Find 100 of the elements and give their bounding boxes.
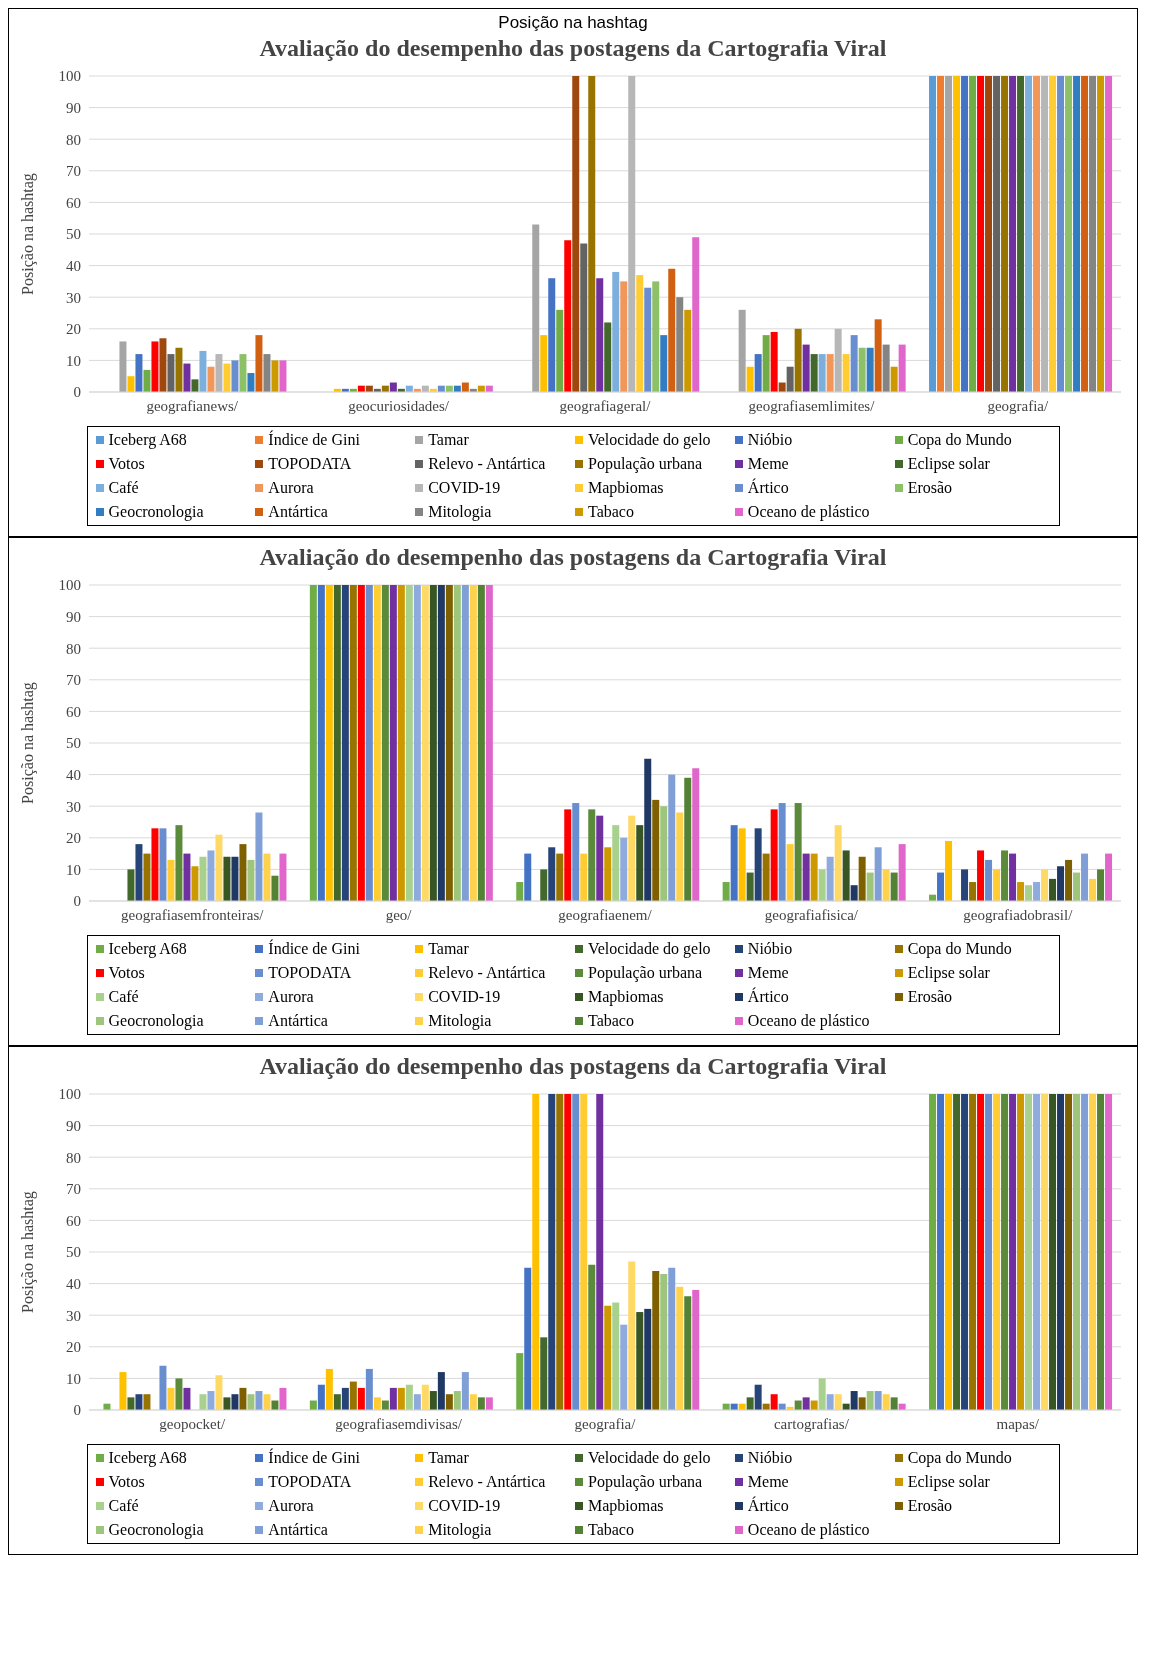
bar: [588, 1264, 596, 1410]
bar: [207, 1391, 215, 1410]
bar: [668, 1267, 676, 1410]
bar: [746, 872, 754, 901]
y-tick-label: 20: [66, 321, 81, 338]
bar: [770, 809, 778, 901]
bar: [596, 278, 604, 392]
bar: [341, 1387, 349, 1410]
x-tick-label: mapas/: [996, 1415, 1040, 1432]
bar: [421, 1384, 429, 1410]
y-tick-label: 0: [73, 1402, 81, 1419]
legend-label: Votos: [108, 964, 145, 982]
bar: [572, 1094, 580, 1410]
bar: [969, 76, 977, 392]
bar: [850, 1391, 858, 1410]
bar: [1105, 76, 1113, 392]
bar: [255, 1391, 263, 1410]
legend-label: Aurora: [268, 1497, 314, 1515]
bar: [588, 76, 596, 392]
bar: [834, 328, 842, 392]
bar: [794, 803, 802, 901]
bar: [937, 76, 945, 392]
y-tick-label: 10: [66, 352, 81, 369]
legend-label: População urbana: [587, 1473, 703, 1491]
bar: [770, 331, 778, 392]
bar: [676, 297, 684, 392]
legend-label: Copa do Mundo: [907, 431, 1012, 449]
bar: [858, 1397, 866, 1410]
bar: [540, 1337, 548, 1410]
bar: [802, 1397, 810, 1410]
bar: [191, 866, 199, 901]
legend-label: Nióbio: [747, 1449, 793, 1467]
bar: [564, 240, 572, 392]
bar: [461, 585, 469, 901]
bar: [135, 354, 143, 392]
bar: [652, 799, 660, 901]
bar: [1017, 1094, 1025, 1410]
legend-label: Oceano de plástico: [747, 1521, 870, 1539]
y-tick-label: 100: [58, 577, 81, 594]
bar: [652, 281, 660, 392]
bar: [993, 869, 1001, 901]
bar: [485, 585, 493, 901]
bar: [1097, 76, 1105, 392]
bar: [644, 758, 652, 901]
legend-label: Relevo - Antártica: [428, 964, 546, 982]
bar: [850, 335, 858, 392]
bar: [890, 1397, 898, 1410]
bar: [1097, 1094, 1105, 1410]
bar: [1089, 76, 1097, 392]
bar: [826, 354, 834, 392]
legend-label: Tabaco: [587, 1521, 634, 1539]
bar: [453, 1391, 461, 1410]
legend-label: Velocidade do gelo: [587, 940, 711, 958]
legend-label: Aurora: [268, 988, 314, 1006]
bar: [159, 338, 167, 392]
legend-label: Índice de Gini: [268, 431, 360, 449]
bar: [1041, 1094, 1049, 1410]
bar: [858, 347, 866, 392]
legend-label: Aurora: [268, 479, 314, 497]
bar: [1025, 1094, 1033, 1410]
y-tick-label: 30: [66, 1307, 81, 1324]
y-tick-label: 40: [66, 1275, 81, 1292]
bar: [778, 803, 786, 901]
bar: [1041, 869, 1049, 901]
legend-label: COVID-19: [428, 479, 501, 497]
x-tick-label: geografiageral/: [559, 397, 652, 414]
bar: [850, 885, 858, 901]
bar: [826, 1394, 834, 1410]
bar: [397, 1387, 405, 1410]
x-tick-label: geografianews/: [146, 397, 239, 414]
legend-label: Índice de Gini: [268, 940, 360, 958]
legend-label: Tamar: [428, 940, 469, 958]
bar: [684, 777, 692, 901]
bar: [929, 1094, 937, 1410]
x-tick-label: geocuriosidades/: [348, 397, 450, 414]
bar: [1073, 76, 1081, 392]
bar: [175, 1378, 183, 1410]
bar: [159, 828, 167, 901]
bar: [660, 806, 668, 901]
y-axis-title: Posição na hashtag: [18, 1191, 37, 1313]
bar: [826, 856, 834, 901]
bar: [191, 379, 199, 392]
y-tick-label: 90: [66, 99, 81, 116]
legend-label: Tamar: [428, 1449, 469, 1467]
bar: [1081, 76, 1089, 392]
legend-label: Ártico: [747, 1497, 789, 1515]
bar: [580, 243, 588, 392]
y-tick-label: 60: [66, 1212, 81, 1229]
legend-label: Geocronologia: [108, 1012, 204, 1030]
bar: [692, 1289, 700, 1410]
bar: [1017, 76, 1025, 392]
legend-label: Erosão: [907, 988, 953, 1006]
bar: [730, 825, 738, 901]
bar: [969, 882, 977, 901]
bar: [540, 335, 548, 392]
bar: [373, 585, 381, 901]
bar: [890, 872, 898, 901]
bar: [524, 1267, 532, 1410]
bar: [746, 1397, 754, 1410]
bar: [818, 1378, 826, 1410]
